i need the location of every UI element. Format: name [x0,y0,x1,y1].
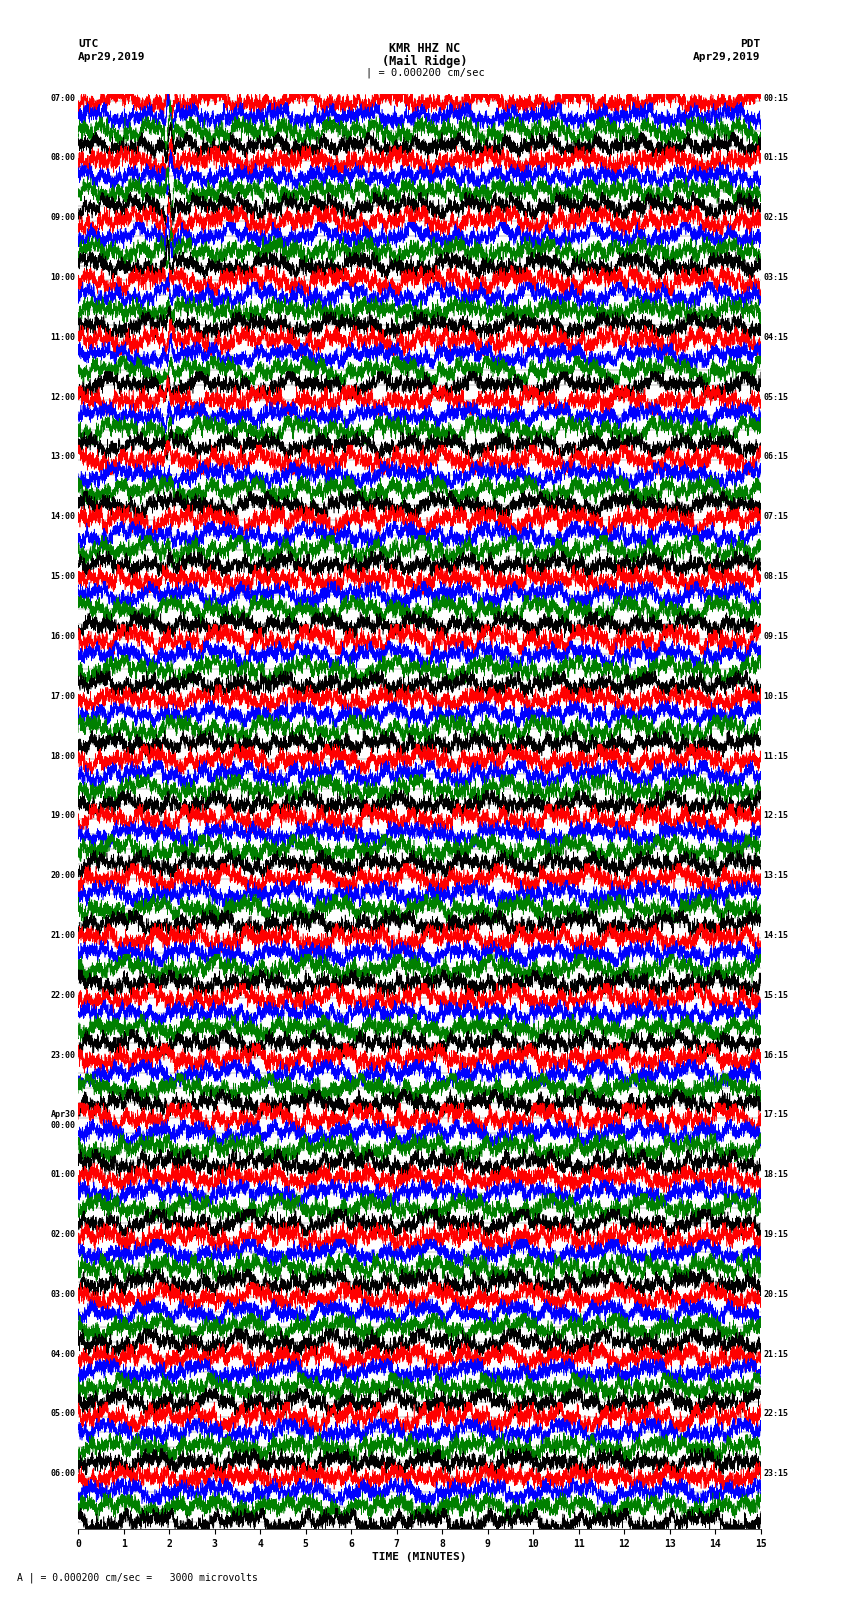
Text: 06:00: 06:00 [50,1469,76,1478]
Text: Apr29,2019: Apr29,2019 [694,52,761,61]
Text: PDT: PDT [740,39,761,48]
Text: 12:00: 12:00 [50,392,76,402]
Text: 13:15: 13:15 [763,871,789,881]
Text: 15:00: 15:00 [50,573,76,581]
Text: 23:00: 23:00 [50,1050,76,1060]
Text: 15:15: 15:15 [763,990,789,1000]
Text: 01:15: 01:15 [763,153,789,163]
Text: Apr29,2019: Apr29,2019 [78,52,145,61]
Text: | = 0.000200 cm/sec: | = 0.000200 cm/sec [366,68,484,79]
Text: 23:15: 23:15 [763,1469,789,1478]
Text: 03:00: 03:00 [50,1290,76,1298]
Text: 13:00: 13:00 [50,453,76,461]
Text: 12:15: 12:15 [763,811,789,821]
Text: 22:15: 22:15 [763,1410,789,1418]
Text: Apr30
00:00: Apr30 00:00 [50,1110,76,1129]
Text: 04:15: 04:15 [763,332,789,342]
Text: 05:00: 05:00 [50,1410,76,1418]
Text: 19:00: 19:00 [50,811,76,821]
Text: 22:00: 22:00 [50,990,76,1000]
Text: 08:00: 08:00 [50,153,76,163]
Text: 08:15: 08:15 [763,573,789,581]
Text: 02:15: 02:15 [763,213,789,223]
Text: 16:15: 16:15 [763,1050,789,1060]
Text: 11:00: 11:00 [50,332,76,342]
Text: 10:15: 10:15 [763,692,789,700]
Text: 11:15: 11:15 [763,752,789,760]
Text: 14:00: 14:00 [50,513,76,521]
Text: 21:15: 21:15 [763,1350,789,1358]
Text: 09:15: 09:15 [763,632,789,640]
X-axis label: TIME (MINUTES): TIME (MINUTES) [372,1552,467,1561]
Text: 00:15: 00:15 [763,94,789,103]
Text: 14:15: 14:15 [763,931,789,940]
Text: 09:00: 09:00 [50,213,76,223]
Text: 21:00: 21:00 [50,931,76,940]
Text: 16:00: 16:00 [50,632,76,640]
Text: 06:15: 06:15 [763,453,789,461]
Text: A | = 0.000200 cm/sec =   3000 microvolts: A | = 0.000200 cm/sec = 3000 microvolts [17,1573,258,1584]
Text: UTC: UTC [78,39,99,48]
Text: 03:15: 03:15 [763,273,789,282]
Text: 20:15: 20:15 [763,1290,789,1298]
Text: 17:00: 17:00 [50,692,76,700]
Text: 02:00: 02:00 [50,1231,76,1239]
Text: 17:15: 17:15 [763,1110,789,1119]
Text: (Mail Ridge): (Mail Ridge) [382,55,468,68]
Text: 19:15: 19:15 [763,1231,789,1239]
Text: 10:00: 10:00 [50,273,76,282]
Text: 18:00: 18:00 [50,752,76,760]
Text: 07:00: 07:00 [50,94,76,103]
Text: KMR HHZ NC: KMR HHZ NC [389,42,461,55]
Text: 18:15: 18:15 [763,1171,789,1179]
Text: 01:00: 01:00 [50,1171,76,1179]
Text: 05:15: 05:15 [763,392,789,402]
Text: 04:00: 04:00 [50,1350,76,1358]
Text: 20:00: 20:00 [50,871,76,881]
Text: 07:15: 07:15 [763,513,789,521]
